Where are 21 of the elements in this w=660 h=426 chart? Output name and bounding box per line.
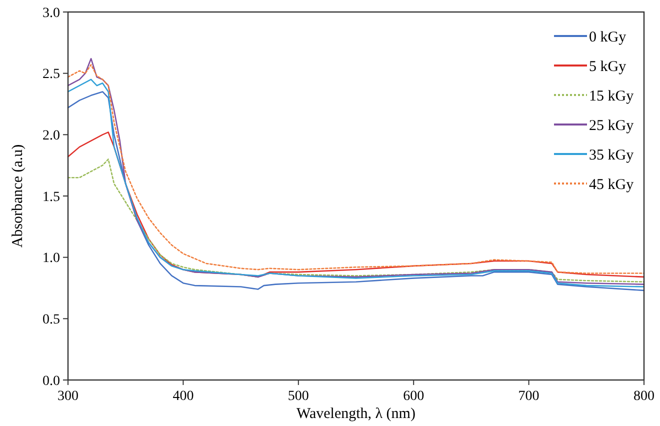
legend-label: 5 kGy xyxy=(589,58,627,75)
x-tick-label: 400 xyxy=(172,389,194,404)
y-tick-label: 0.5 xyxy=(42,312,60,328)
y-tick-label: 1.0 xyxy=(42,251,60,266)
legend-label: 35 kGy xyxy=(589,147,634,164)
x-axis-title: Wavelength, λ (nm) xyxy=(296,406,416,422)
y-tick-label: 3.0 xyxy=(42,6,60,21)
y-tick-label: 1.5 xyxy=(42,190,60,205)
y-tick-label: 2.5 xyxy=(42,67,60,82)
y-tick-label: 0.0 xyxy=(42,374,60,389)
y-tick-label: 2.0 xyxy=(42,128,60,144)
x-tick-label: 500 xyxy=(288,389,309,404)
x-tick-label: 300 xyxy=(58,389,78,404)
legend-label: 0 kGy xyxy=(589,29,627,46)
x-tick-label: 700 xyxy=(518,389,540,404)
legend-label: 25 kGy xyxy=(589,118,634,134)
x-tick-label: 800 xyxy=(634,389,654,404)
y-axis-title: Absorbance (a.u) xyxy=(10,144,26,248)
legend-label: 15 kGy xyxy=(589,88,634,104)
legend-label: 45 kGy xyxy=(589,176,634,193)
x-tick-label: 600 xyxy=(403,389,424,404)
